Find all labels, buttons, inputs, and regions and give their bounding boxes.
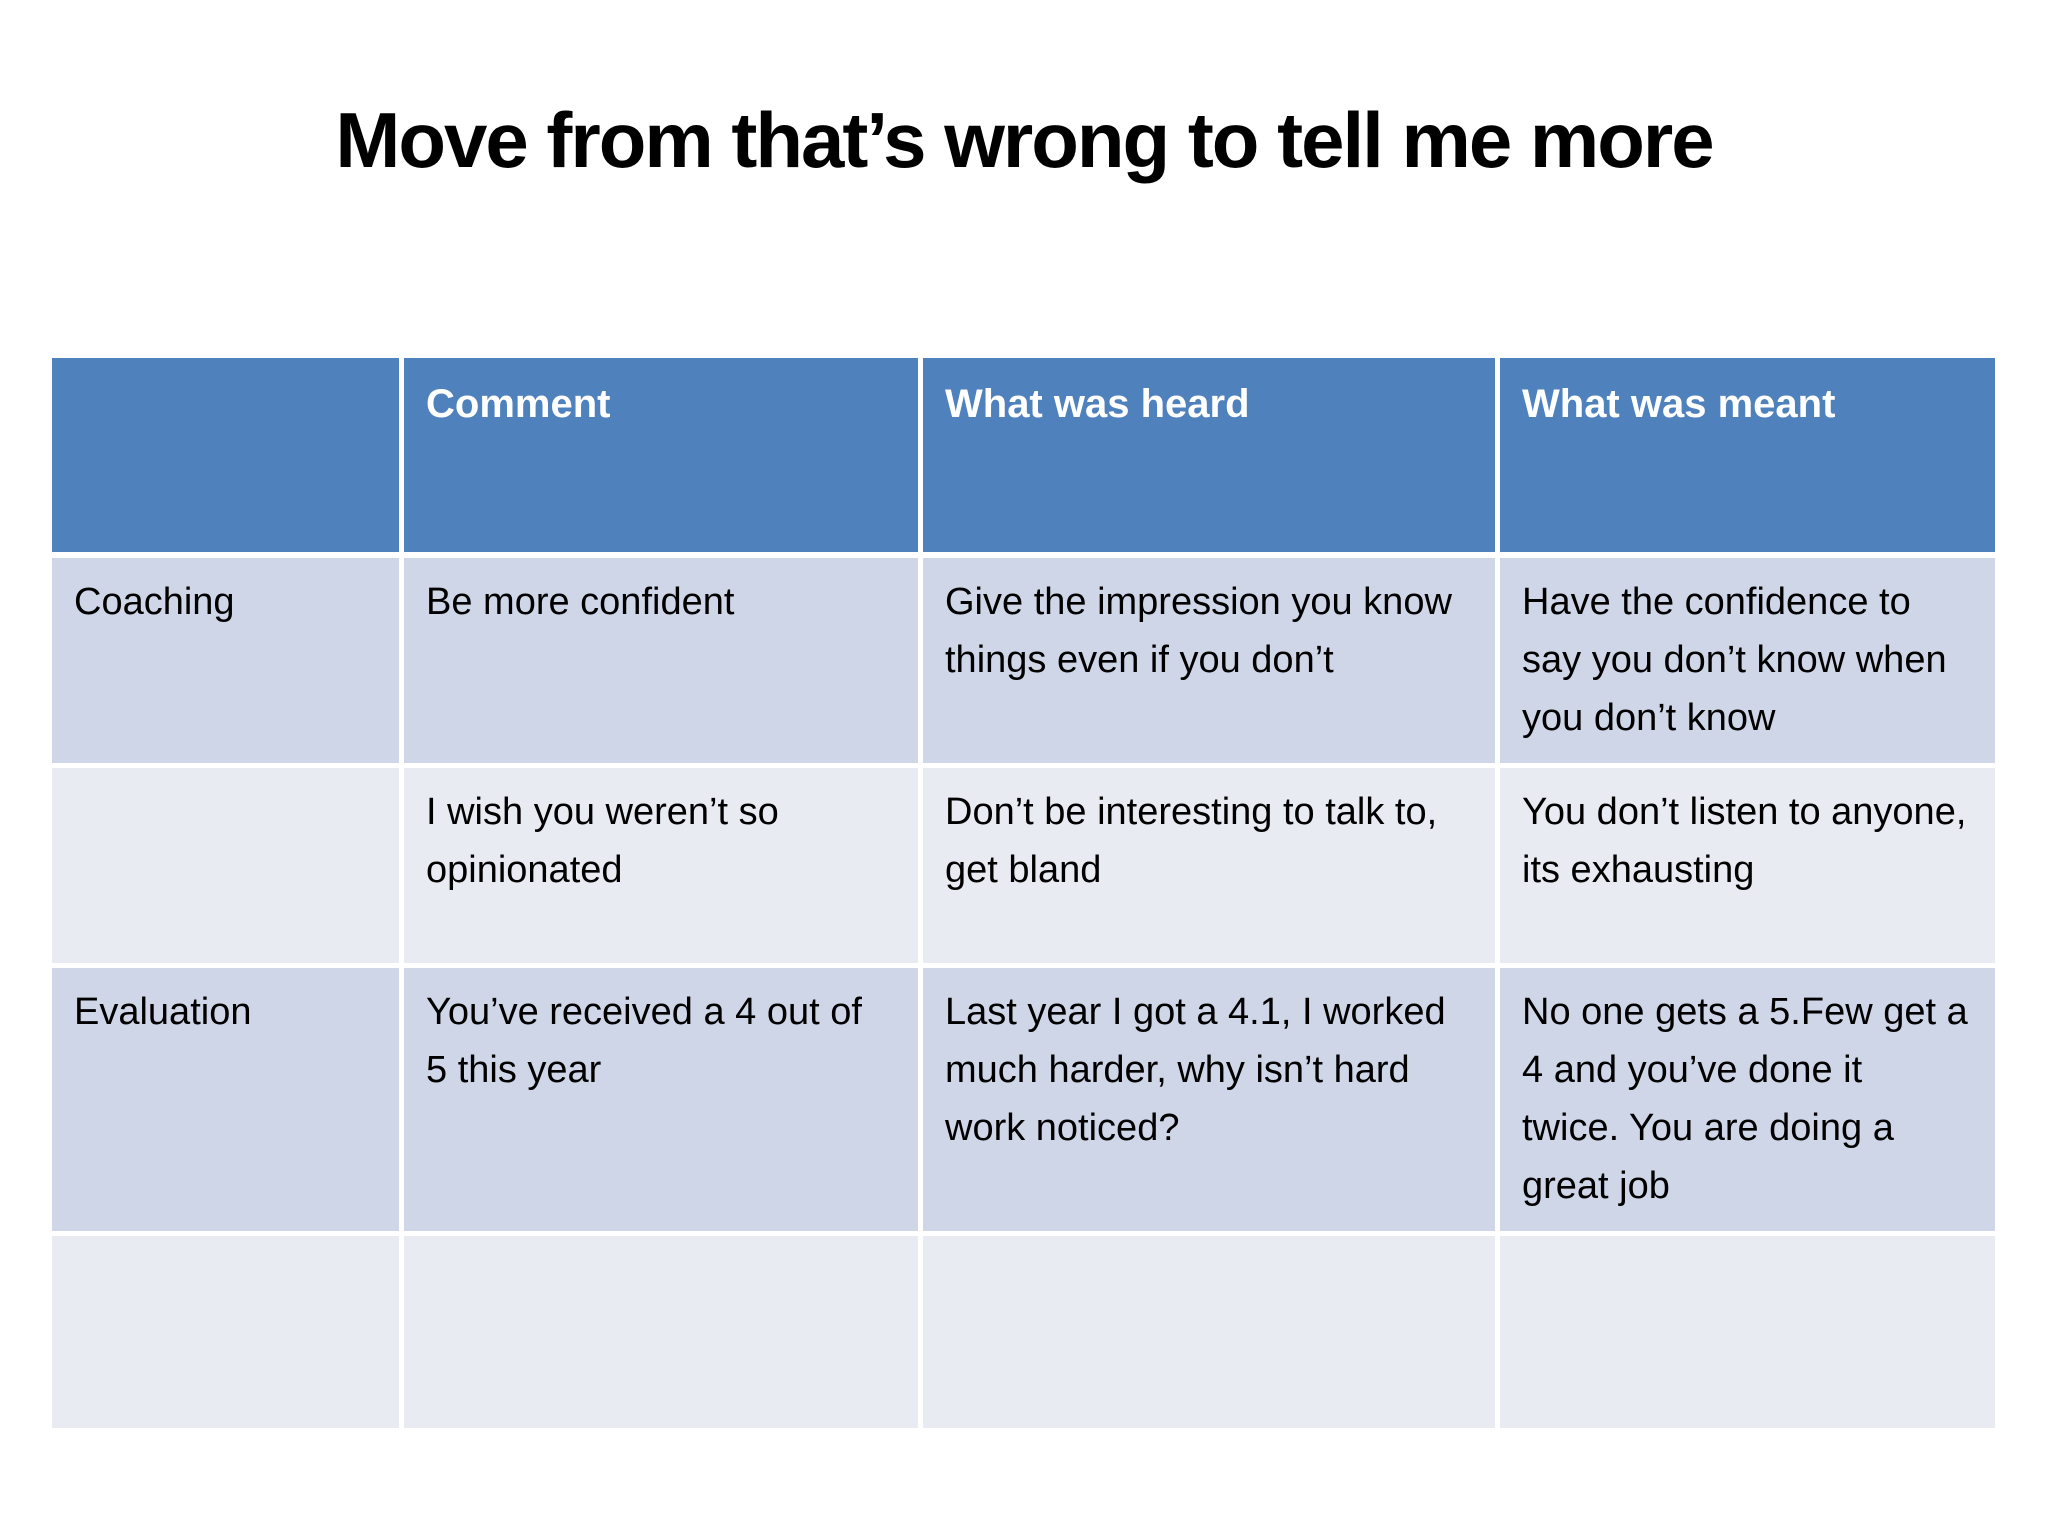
table-row-coaching: Coaching Be more confident Give the impr… xyxy=(52,558,1995,769)
meant-cell: Have the confidence to say you don’t kno… xyxy=(1500,558,1995,769)
comment-cell xyxy=(404,1236,923,1434)
table-row-coaching-2: I wish you weren’t so opinionated Don’t … xyxy=(52,768,1995,969)
row-label-cell xyxy=(52,1236,404,1434)
heard-cell: Don’t be interesting to talk to, get bla… xyxy=(923,768,1500,969)
row-label-cell: Coaching xyxy=(52,558,404,769)
meant-cell: No one gets a 5.Few get a 4 and you’ve d… xyxy=(1500,968,1995,1237)
row-label-cell xyxy=(52,768,404,969)
comment-cell: Be more confident xyxy=(404,558,923,769)
comment-cell: I wish you weren’t so opinionated xyxy=(404,768,923,969)
column-header-comment: Comment xyxy=(404,358,923,558)
meant-cell: You don’t listen to anyone, its exhausti… xyxy=(1500,768,1995,969)
table-row-evaluation: Evaluation You’ve received a 4 out of 5 … xyxy=(52,968,1995,1237)
heard-cell: Last year I got a 4.1, I worked much har… xyxy=(923,968,1500,1237)
table-header-row: Comment What was heard What was meant xyxy=(52,358,1995,558)
comparison-table: Comment What was heard What was meant Co… xyxy=(52,358,1995,1434)
heard-cell xyxy=(923,1236,1500,1434)
page-title: Move from that’s wrong to tell me more xyxy=(335,96,1714,184)
row-label-cell: Evaluation xyxy=(52,968,404,1237)
column-header-what-was-meant: What was meant xyxy=(1500,358,1995,558)
table-row-empty xyxy=(52,1236,1995,1434)
column-header-what-was-heard: What was heard xyxy=(923,358,1500,558)
heard-cell: Give the impression you know things even… xyxy=(923,558,1500,769)
column-header-blank xyxy=(52,358,404,558)
meant-cell xyxy=(1500,1236,1995,1434)
comment-cell: You’ve received a 4 out of 5 this year xyxy=(404,968,923,1237)
